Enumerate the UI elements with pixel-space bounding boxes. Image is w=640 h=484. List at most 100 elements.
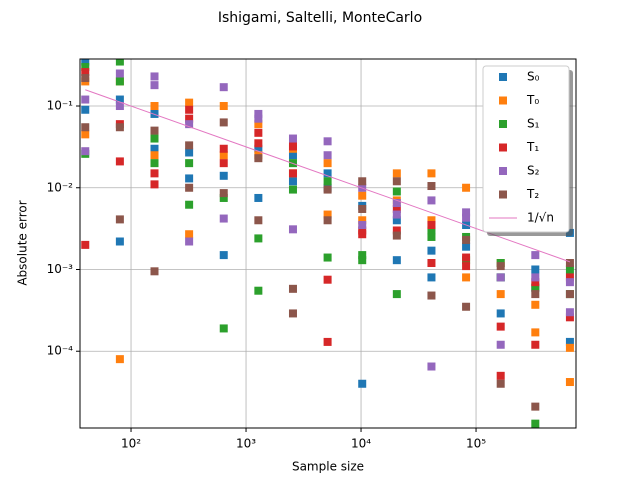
data-point — [115, 77, 124, 86]
legend-marker — [499, 73, 507, 81]
data-point — [462, 253, 471, 262]
data-point — [392, 231, 401, 240]
data-point — [185, 237, 194, 246]
data-point — [81, 63, 90, 72]
data-point — [185, 105, 194, 114]
data-point — [531, 419, 540, 428]
y-tick-label: 10⁻¹ — [47, 99, 74, 113]
data-point — [254, 120, 263, 129]
legend-label: S₂ — [527, 164, 540, 178]
data-point — [185, 174, 194, 183]
data-point — [219, 193, 228, 202]
y-tick-label: 10⁻⁴ — [47, 344, 74, 358]
data-point — [462, 213, 471, 222]
data-point — [81, 95, 90, 104]
data-point — [219, 324, 228, 333]
data-point — [254, 139, 263, 148]
data-point — [358, 256, 367, 265]
data-point — [288, 177, 297, 186]
data-point — [427, 232, 436, 241]
data-point — [462, 235, 471, 244]
data-point — [288, 151, 297, 160]
data-point — [81, 130, 90, 139]
data-point — [219, 214, 228, 223]
data-point — [427, 226, 436, 235]
data-point — [565, 337, 574, 346]
data-point — [392, 210, 401, 219]
data-point — [323, 253, 332, 262]
data-point — [358, 216, 367, 225]
data-point — [392, 169, 401, 178]
legend-label: T₁ — [526, 140, 539, 154]
data-point — [531, 273, 540, 282]
data-point — [462, 208, 471, 217]
data-point — [323, 210, 332, 219]
data-point — [496, 290, 505, 299]
data-point — [115, 95, 124, 104]
data-point — [254, 193, 263, 202]
data-point — [531, 278, 540, 287]
data-point — [185, 183, 194, 192]
data-point — [427, 221, 436, 230]
data-point — [81, 74, 90, 83]
data-point — [185, 200, 194, 209]
data-point — [358, 251, 367, 260]
x-tick-label: 10³ — [236, 437, 256, 451]
data-point — [427, 273, 436, 282]
data-point — [254, 216, 263, 225]
data-point — [219, 118, 228, 127]
data-point — [565, 273, 574, 282]
legend-label: S₀ — [527, 70, 540, 84]
axes-frame — [79, 58, 577, 429]
data-point — [358, 177, 367, 186]
data-point — [254, 144, 263, 153]
legend-label: 1/√n — [527, 211, 554, 225]
data-point — [219, 171, 228, 180]
y-axis-label: Absolute error — [16, 200, 30, 285]
data-point — [150, 169, 159, 178]
data-point — [150, 72, 159, 81]
legend-box — [482, 65, 570, 233]
data-point — [115, 69, 124, 78]
data-point — [496, 322, 505, 331]
data-point — [115, 102, 124, 111]
data-point — [185, 114, 194, 123]
legend-marker — [499, 120, 507, 128]
data-point — [427, 246, 436, 255]
x-tick-label: 10⁴ — [351, 437, 371, 451]
data-point — [323, 151, 332, 160]
y-tick-label: 10⁻³ — [47, 262, 74, 276]
data-point — [219, 189, 228, 198]
data-point — [565, 313, 574, 322]
data-point — [219, 144, 228, 153]
data-point — [427, 196, 436, 205]
data-point — [462, 302, 471, 311]
plot-area — [81, 59, 574, 428]
data-point — [323, 337, 332, 346]
data-point — [565, 265, 574, 274]
legend-marker — [499, 167, 507, 175]
data-point — [392, 199, 401, 208]
data-point — [81, 240, 90, 249]
data-point — [496, 371, 505, 380]
data-point — [565, 290, 574, 299]
data-point — [288, 309, 297, 318]
data-point — [531, 265, 540, 274]
data-point — [427, 259, 436, 268]
data-point — [531, 290, 540, 299]
data-point — [427, 182, 436, 191]
data-point — [185, 148, 194, 157]
data-point — [323, 275, 332, 284]
data-point — [81, 68, 90, 77]
legend-marker — [499, 96, 507, 105]
data-point — [496, 309, 505, 318]
data-point — [427, 362, 436, 371]
data-point — [358, 191, 367, 200]
data-point — [185, 98, 194, 107]
legend-marker — [499, 190, 507, 199]
data-point — [115, 215, 124, 224]
data-point — [462, 183, 471, 192]
data-point — [288, 142, 297, 151]
data-point — [392, 256, 401, 265]
data-point — [81, 105, 90, 114]
